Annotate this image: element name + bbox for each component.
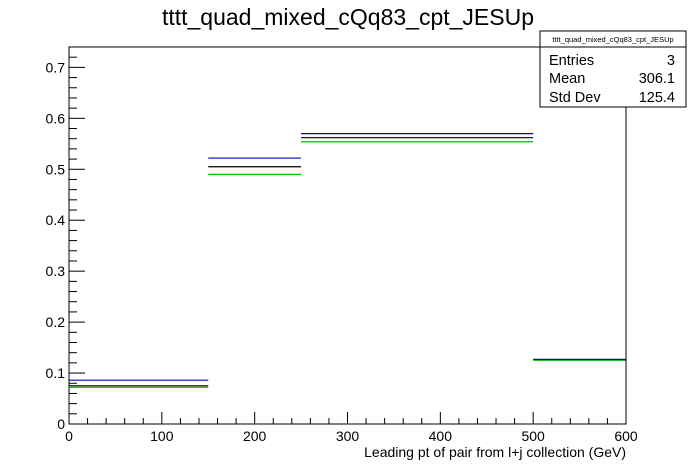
- stats-mean-value: 306.1: [639, 71, 675, 87]
- y-tick-label: 0.5: [46, 161, 66, 177]
- x-axis: 0 100 200 300 400 500 600: [65, 412, 638, 444]
- stats-box-title: tttt_quad_mixed_cQq83_cpt_JESUp: [552, 35, 673, 44]
- x-tick-label: 100: [150, 428, 174, 444]
- x-tick-label: 0: [65, 428, 73, 444]
- y-tick-label: 0.4: [46, 212, 66, 228]
- series-group: [69, 133, 627, 424]
- y-axis: 0 0.1 0.2 0.3 0.4 0.5 0.6 0.7: [46, 46, 85, 432]
- x-tick-label: 500: [521, 428, 545, 444]
- y-tick-label: 0.7: [46, 59, 66, 75]
- stats-box: tttt_quad_mixed_cQq83_cpt_JESUp Entries …: [539, 30, 687, 108]
- stats-entries-value: 3: [667, 53, 675, 69]
- x-tick-label: 400: [429, 428, 453, 444]
- y-tick-label: 0: [57, 416, 65, 432]
- y-tick-label: 0.2: [46, 314, 66, 330]
- x-tick-label: 300: [336, 428, 360, 444]
- stats-stddev-value: 125.4: [639, 90, 675, 106]
- y-tick-label: 0.6: [46, 110, 66, 126]
- x-tick-label: 600: [614, 428, 638, 444]
- x-tick-label: 200: [243, 428, 267, 444]
- stats-stddev-label: Std Dev: [549, 90, 601, 106]
- chart-title: tttt_quad_mixed_cQq83_cpt_JESUp: [162, 4, 534, 30]
- x-axis-label: Leading pt of pair from l+j collection (…: [364, 444, 626, 460]
- stats-entries-label: Entries: [549, 53, 594, 69]
- stats-mean-label: Mean: [549, 71, 585, 87]
- y-tick-label: 0.3: [46, 263, 66, 279]
- stats-box-frame: [539, 30, 687, 108]
- y-tick-label: 0.1: [46, 365, 66, 381]
